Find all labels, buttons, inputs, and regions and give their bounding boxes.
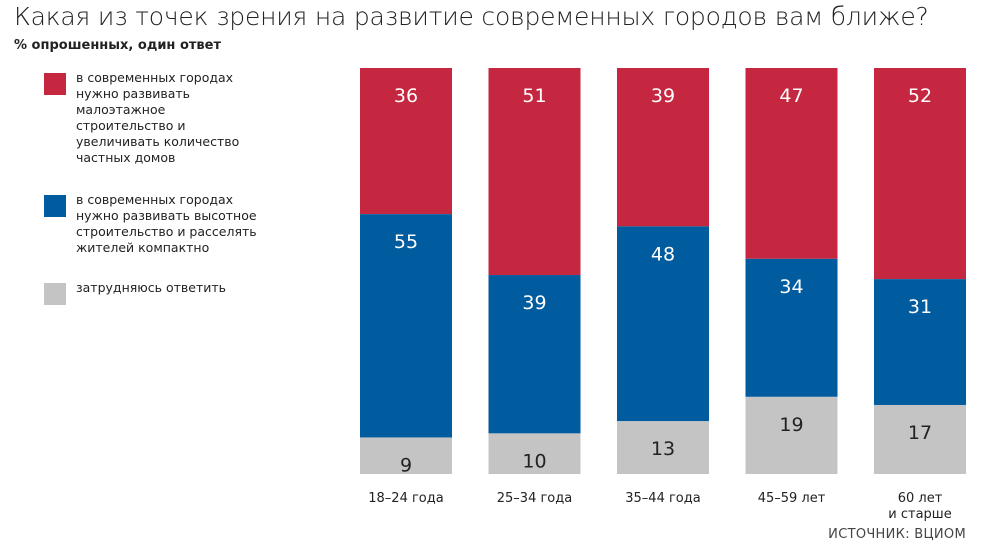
source-note: ИСТОЧНИК: ВЦИОМ — [828, 527, 966, 542]
data-label-low-rise: 47 — [779, 85, 803, 107]
chart-title: Какая из точек зрения на развитие соврем… — [14, 2, 929, 31]
legend-swatch-high-rise — [44, 195, 66, 217]
bar-segment-undecided — [617, 421, 709, 474]
category-label: 45–59 лет — [758, 491, 826, 506]
legend-label-line: затрудняюсь ответить — [76, 280, 227, 295]
bar-segment-low-rise — [874, 68, 966, 280]
bar-segment-low-rise — [745, 68, 838, 259]
data-label-undecided: 10 — [522, 450, 546, 472]
data-label-high-rise: 55 — [394, 231, 418, 253]
legend-label-line: малоэтажное — [76, 102, 166, 117]
bar-segment-high-rise — [488, 275, 581, 434]
bar-segment-undecided — [745, 396, 838, 474]
category-label: 18–24 года — [368, 491, 443, 506]
bar-segment-high-rise — [745, 258, 838, 397]
bar-segment-undecided — [874, 404, 966, 474]
category-label: 35–44 года — [625, 491, 700, 506]
bar-segment-high-rise — [360, 214, 452, 438]
data-label-low-rise: 52 — [908, 85, 932, 107]
legend-swatch-undecided — [44, 283, 66, 305]
data-label-high-rise: 31 — [908, 296, 932, 318]
legend-label-low-rise: в современных городах нужно развивать мало… — [76, 70, 336, 166]
legend-label-line: увеличивать количество — [76, 134, 240, 149]
data-label-low-rise: 39 — [651, 85, 675, 107]
chart-subtitle: % опрошенных, один ответ — [14, 38, 221, 53]
data-label-undecided: 19 — [779, 414, 803, 436]
category-label: 25–34 года — [497, 491, 572, 506]
data-label-undecided: 9 — [400, 454, 412, 476]
data-label-undecided: 13 — [651, 438, 675, 460]
legend-label-undecided: затрудняюсь ответить — [76, 280, 336, 296]
data-label-high-rise: 39 — [522, 292, 546, 314]
legend-label-line: в современных городах — [76, 192, 234, 207]
bar-segment-low-rise — [360, 68, 452, 215]
legend-label-line: в современных городах — [76, 70, 234, 85]
category-label: 60 лет и старше — [888, 491, 951, 522]
bar-segment-low-rise — [488, 68, 581, 276]
bar-segment-undecided — [360, 437, 452, 474]
legend-label-line: строительство и расселять — [76, 224, 257, 239]
legend-label-line: строительство и — [76, 118, 186, 133]
legend-swatch-low-rise — [44, 73, 66, 95]
data-label-high-rise: 48 — [651, 243, 675, 265]
data-label-low-rise: 36 — [394, 85, 418, 107]
legend-label-line: частных домов — [76, 150, 176, 165]
bar-segment-high-rise — [874, 279, 966, 405]
bar-segment-low-rise — [617, 68, 709, 227]
legend-label-line: нужно развивать высотное — [76, 208, 257, 223]
bar-segment-undecided — [488, 433, 581, 474]
bar-segment-high-rise — [617, 226, 709, 422]
legend-label-line: нужно развивать — [76, 86, 191, 101]
data-label-low-rise: 51 — [522, 85, 546, 107]
data-label-high-rise: 34 — [779, 276, 803, 298]
data-label-undecided: 17 — [908, 422, 932, 444]
legend-label-high-rise: в современных городах нужно развивать выс… — [76, 192, 336, 256]
legend-label-line: жителей компактно — [76, 240, 210, 255]
